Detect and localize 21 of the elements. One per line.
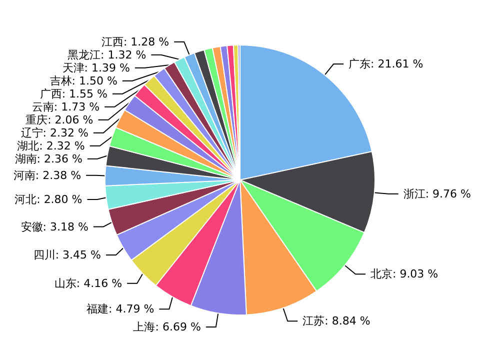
- slice-label: 广西: 1.55 %: [40, 87, 108, 100]
- slice-label: 广东: 21.61 %: [348, 58, 424, 71]
- slice-label: 江西: 1.28 %: [101, 35, 170, 48]
- slice-label: 浙江: 9.76 %: [403, 187, 472, 200]
- slice-label: 安徽: 3.18 %: [20, 220, 88, 234]
- slice-label: 辽宁: 2.32 %: [20, 126, 88, 140]
- slice-label: 重庆: 2.06 %: [26, 113, 94, 126]
- slice-label: 山东: 4.16 %: [54, 276, 122, 290]
- slice-label: 黑龙江: 1.32 %: [68, 48, 146, 62]
- slice-label: 福建: 4.79 %: [86, 302, 154, 316]
- slice-label: 上海: 6.69 %: [133, 320, 201, 334]
- slice-label: 四川: 3.45 %: [33, 248, 101, 262]
- slice-label: 湖南: 2.36 %: [14, 152, 82, 166]
- slice-label: 吉林: 1.50 %: [50, 74, 118, 88]
- slice-label: 云南: 1.73 %: [32, 100, 100, 114]
- slice-label: 河南: 2.38 %: [13, 168, 82, 182]
- slice-label: 河北: 2.80 %: [14, 193, 82, 206]
- slice-label: 天津: 1.39 %: [62, 61, 130, 74]
- slice-label: 北京: 9.03 %: [370, 268, 438, 281]
- slice-label: 江苏: 8.84 %: [302, 314, 370, 328]
- slice-label: 湖北: 2.32 %: [17, 139, 85, 152]
